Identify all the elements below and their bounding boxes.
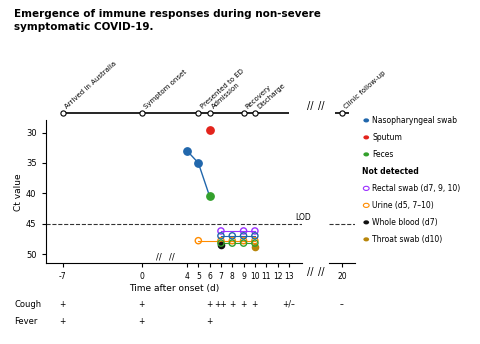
- Point: [59, 110, 66, 116]
- Text: //: //: [318, 101, 324, 111]
- Point: [217, 238, 225, 244]
- Point: [251, 110, 259, 116]
- Point: [240, 228, 247, 234]
- Point: [217, 228, 225, 234]
- Text: +: +: [139, 317, 145, 326]
- Text: Cough: Cough: [14, 300, 42, 309]
- Point: [194, 238, 202, 244]
- Text: Throat swab (d10): Throat swab (d10): [372, 235, 442, 244]
- Text: +: +: [206, 300, 213, 309]
- Point: [251, 238, 259, 244]
- Text: +: +: [229, 300, 236, 309]
- Text: +: +: [252, 300, 258, 309]
- Point: [228, 240, 236, 246]
- Point: [251, 244, 259, 249]
- Text: Whole blood (d7): Whole blood (d7): [372, 218, 438, 227]
- Text: Admission: Admission: [211, 82, 241, 110]
- Text: LOD: LOD: [296, 213, 312, 222]
- Text: //: //: [156, 252, 162, 261]
- Point: [240, 238, 247, 244]
- Point: [217, 240, 225, 246]
- Text: Arrived in Australia: Arrived in Australia: [64, 61, 118, 110]
- Text: //: //: [169, 252, 175, 261]
- Text: –: –: [340, 300, 344, 309]
- Text: Clinic follow-up: Clinic follow-up: [343, 70, 387, 110]
- Text: Presented to ED: Presented to ED: [200, 68, 245, 110]
- Text: //: //: [307, 267, 313, 277]
- Point: [240, 240, 247, 246]
- Point: [194, 110, 202, 116]
- Point: [138, 110, 145, 116]
- Text: Recovery: Recovery: [245, 84, 273, 110]
- Text: //: //: [318, 267, 324, 277]
- Point: [217, 242, 225, 248]
- Text: //: //: [307, 101, 313, 111]
- Point: [240, 110, 247, 116]
- Text: +: +: [206, 317, 213, 326]
- Text: Nasopharyngeal swab: Nasopharyngeal swab: [372, 116, 457, 125]
- Point: [251, 233, 259, 239]
- Y-axis label: Ct value: Ct value: [14, 173, 23, 211]
- Point: [228, 238, 236, 244]
- Text: Sputum: Sputum: [372, 133, 402, 142]
- Point: [217, 233, 225, 239]
- Point: [206, 194, 214, 199]
- Text: Fever: Fever: [14, 317, 38, 326]
- Point: [206, 110, 214, 116]
- Text: Emergence of immune responses during non-severe: Emergence of immune responses during non…: [14, 9, 321, 19]
- Point: [251, 228, 259, 234]
- Point: [228, 233, 236, 239]
- Point: [206, 127, 214, 132]
- Text: Not detected: Not detected: [362, 167, 419, 176]
- Point: [194, 160, 202, 166]
- X-axis label: Time after onset (d): Time after onset (d): [129, 284, 219, 293]
- Text: symptomatic COVID-19.: symptomatic COVID-19.: [14, 22, 154, 32]
- Text: Discharge: Discharge: [256, 83, 286, 110]
- Text: +: +: [60, 317, 66, 326]
- Text: Urine (d5, 7–10): Urine (d5, 7–10): [372, 201, 434, 210]
- Point: [183, 148, 191, 153]
- Text: Rectal swab (d7, 9, 10): Rectal swab (d7, 9, 10): [372, 184, 460, 193]
- Point: [338, 110, 346, 116]
- Text: ++: ++: [215, 300, 228, 309]
- Text: +/–: +/–: [282, 300, 295, 309]
- Text: +: +: [60, 300, 66, 309]
- Text: Symptom onset: Symptom onset: [143, 69, 188, 110]
- Text: Feces: Feces: [372, 150, 394, 159]
- Text: +: +: [240, 300, 247, 309]
- Point: [251, 240, 259, 246]
- Point: [240, 233, 247, 239]
- Text: +: +: [139, 300, 145, 309]
